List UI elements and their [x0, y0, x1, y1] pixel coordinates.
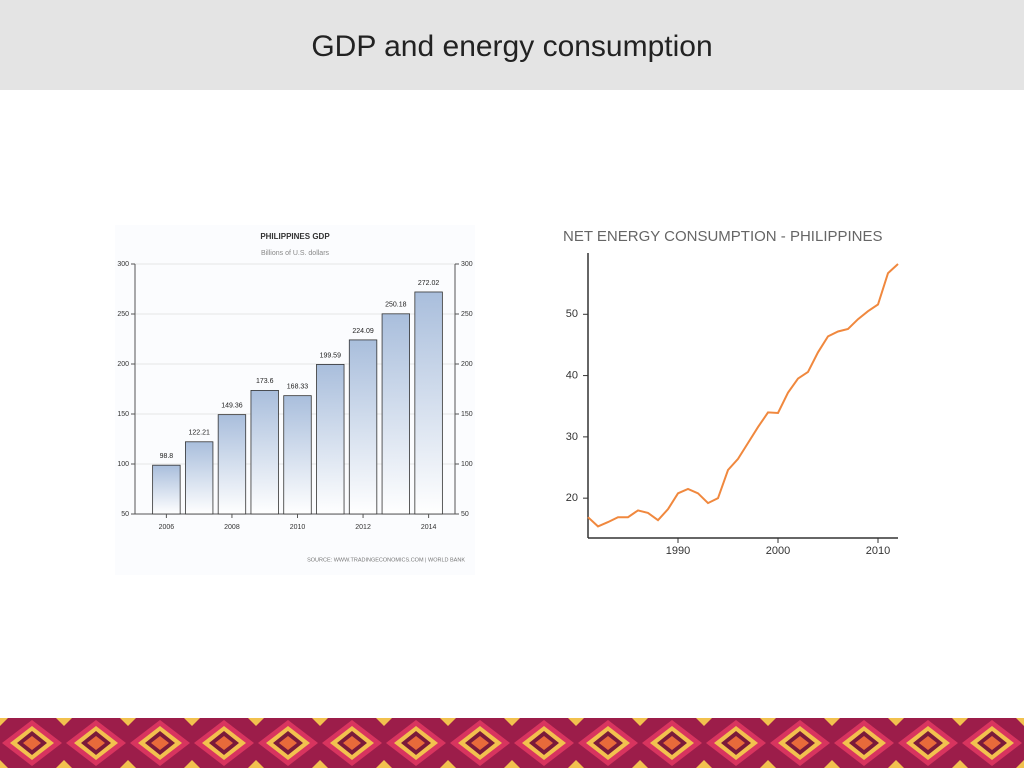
bar [250, 389, 279, 515]
y2-tick-label: 200 [461, 361, 473, 368]
slide-title: GDP and energy consumption [311, 30, 712, 63]
decorative-banner [0, 718, 1024, 768]
chart-subtitle: Billions of U.S. dollars [261, 250, 330, 257]
x-tick-label: 2012 [355, 524, 371, 531]
data-label: 122.21 [188, 430, 210, 437]
y-tick-label: 300 [117, 261, 129, 268]
bar [283, 395, 312, 515]
x-tick-label: 2000 [766, 545, 790, 557]
y-tick-label: 150 [117, 411, 129, 418]
bar [184, 441, 214, 515]
bar [348, 339, 378, 515]
data-line [587, 263, 899, 528]
y-tick-label: 50 [121, 511, 129, 518]
y2-tick-label: 150 [461, 411, 473, 418]
chart-title: NET ENERGY CONSUMPTION - PHILIPPINES [563, 228, 883, 245]
x-tick-label: 2010 [290, 524, 306, 531]
y2-tick-label: 50 [461, 511, 469, 518]
data-label: 98.8 [160, 453, 174, 460]
x-tick-label: 2014 [421, 524, 437, 531]
data-label: 173.6 [256, 378, 274, 385]
x-tick-label: 2010 [866, 545, 890, 557]
y-tick-label: 20 [566, 492, 578, 504]
data-label: 224.09 [352, 328, 374, 335]
data-label: 250.18 [385, 302, 407, 309]
bar [217, 414, 247, 515]
data-label: 168.33 [287, 384, 309, 391]
y2-tick-label: 300 [461, 261, 473, 268]
y-tick-label: 40 [566, 369, 578, 381]
y-tick-label: 200 [117, 361, 129, 368]
y2-tick-label: 100 [461, 461, 473, 468]
data-label: 199.59 [320, 352, 342, 359]
data-label: 272.02 [418, 280, 440, 287]
x-tick-label: 2006 [159, 524, 175, 531]
y-tick-label: 250 [117, 311, 129, 318]
bar [414, 291, 443, 515]
bar [152, 464, 181, 515]
data-label: 149.36 [221, 402, 243, 409]
bar [381, 313, 411, 515]
y-tick-label: 100 [117, 461, 129, 468]
x-tick-label: 1990 [666, 545, 690, 557]
chart-title: PHILIPPINES GDP [260, 232, 330, 241]
y-tick-label: 30 [566, 431, 578, 443]
x-tick-label: 2008 [224, 524, 240, 531]
source-note: SOURCE: WWW.TRADINGECONOMICS.COM | WORLD… [307, 557, 465, 563]
header-band [0, 0, 1024, 90]
y2-tick-label: 250 [461, 311, 473, 318]
bar [316, 364, 345, 515]
y-tick-label: 50 [566, 308, 578, 320]
